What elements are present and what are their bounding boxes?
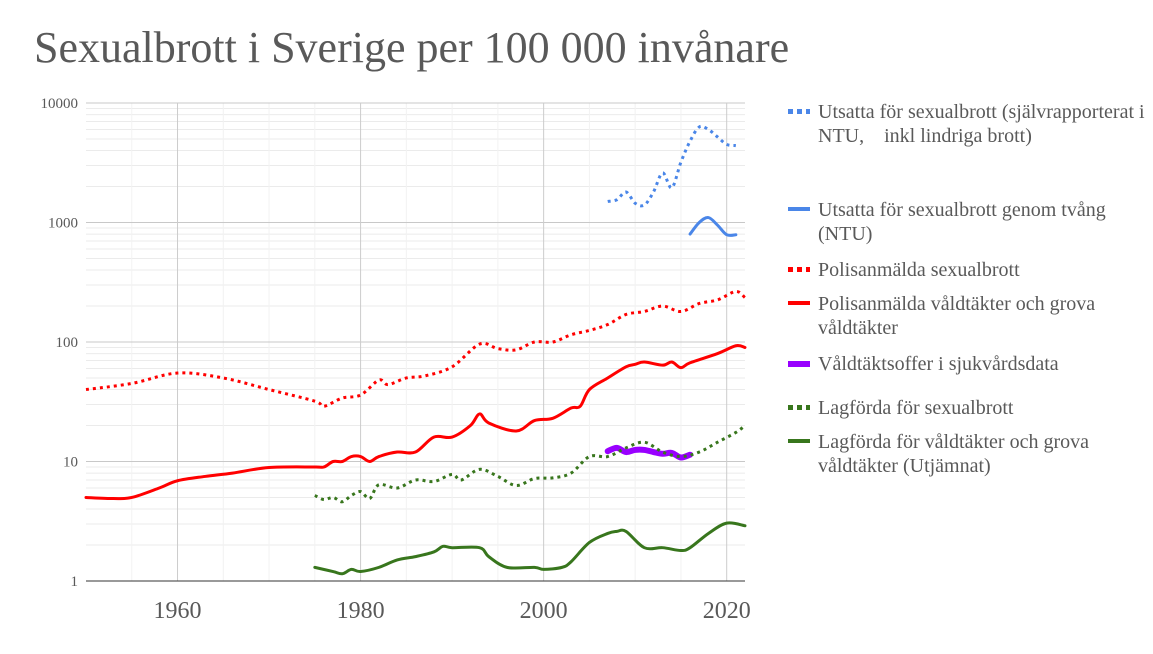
legend-item: Polisanmälda sexualbrott [788,258,1148,282]
legend-swatch [788,439,810,443]
legend-swatch [788,207,810,211]
chart-title: Sexualbrott i Sverige per 100 000 invåna… [34,23,790,72]
legend-item: Utsatta för sexualbrott genom tvång (NTU… [788,198,1148,246]
legend-item: Lagförda för våldtäkter och grova våldtä… [788,430,1148,478]
legend-label: Polisanmälda våldtäkter och grova våldtä… [818,293,1101,339]
legend-label: Lagförda för sexualbrott [818,397,1014,419]
y-tick-label: 1 [71,574,79,590]
legend-swatch [788,267,810,272]
legend-label: Våldtäktsoffer i sjukvårdsdata [818,353,1059,375]
y-tick-label: 10000 [41,96,79,112]
legend-label: Polisanmälda sexualbrott [818,259,1020,281]
series-lines [84,124,747,576]
legend-item: Utsatta för sexualbrott (självrapportera… [788,100,1148,148]
legend-label: Lagförda för våldtäkter och grova våldtä… [818,431,1094,477]
axes: 1 10 100 1000 10000 1960 1980 2000 2020 [41,96,751,624]
y-tick-label: 10 [63,455,78,471]
series-line-4 [84,344,747,501]
legend-swatch [788,405,810,410]
y-tick-label: 1000 [48,216,78,232]
legend-label: Utsatta för sexualbrott genom tvång (NTU… [818,199,1111,245]
series-line-1 [607,124,737,208]
legend-label: Utsatta för sexualbrott (självrapportera… [818,101,1150,147]
legend-item: Våldtäktsoffer i sjukvårdsdata [788,352,1148,376]
x-tick-label: 2020 [703,598,751,624]
legend-swatch [788,301,810,305]
legend-item: Polisanmälda våldtäkter och grova våldtä… [788,292,1148,340]
series-line-2 [688,216,738,237]
series-line-7 [313,521,747,576]
legend-swatch [788,109,810,114]
x-tick-label: 2000 [520,598,568,624]
legend-swatch [788,361,810,367]
grid-lines [86,102,745,582]
legend-item: Lagförda för sexualbrott [788,396,1148,420]
x-tick-label: 1980 [337,598,385,624]
y-tick-label: 100 [56,335,79,351]
x-tick-label: 1960 [154,598,202,624]
